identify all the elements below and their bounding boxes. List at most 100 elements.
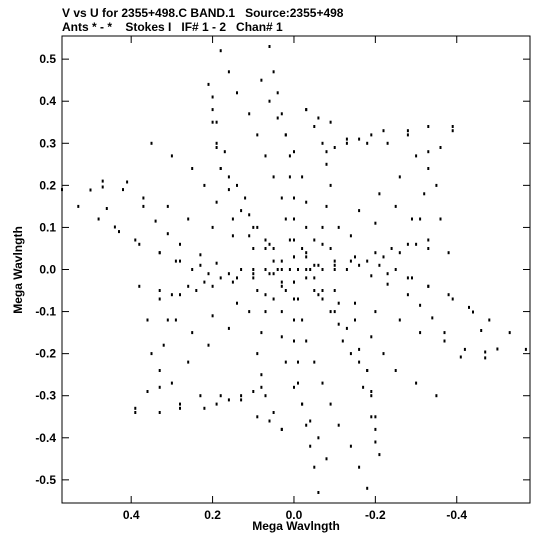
uv-point	[256, 415, 259, 419]
uv-point	[305, 200, 308, 204]
uv-point	[427, 284, 430, 288]
uv-point	[268, 242, 271, 246]
uv-point	[248, 213, 251, 217]
uv-point	[260, 385, 263, 389]
uv-point	[419, 331, 422, 335]
uv-point	[199, 394, 202, 398]
uv-point	[345, 268, 348, 271]
uv-point	[378, 192, 381, 196]
uv-point	[325, 150, 328, 154]
uv-point	[158, 369, 161, 372]
uv-point	[443, 339, 446, 343]
uv-point	[260, 331, 263, 335]
uv-point	[236, 183, 238, 187]
uv-point	[293, 280, 295, 284]
uv-point	[329, 247, 332, 250]
uv-point	[321, 242, 324, 246]
chart-subtitle: Ants * - * Stokes I IF# 1 - 2 Chan# 1	[62, 20, 283, 34]
uv-point	[252, 272, 255, 276]
uv-point	[211, 108, 214, 112]
uv-point	[207, 343, 210, 347]
uv-point	[370, 415, 373, 419]
uv-point	[105, 207, 108, 210]
uv-point	[468, 305, 470, 309]
uv-point	[382, 129, 385, 133]
uv-point	[215, 146, 218, 149]
uv-point	[179, 293, 181, 297]
uv-point	[248, 112, 251, 116]
uv-point	[305, 255, 308, 259]
uv-point	[219, 394, 222, 398]
uv-point	[268, 419, 271, 423]
uv-point	[187, 217, 190, 221]
uv-point	[406, 242, 409, 246]
uv-point	[215, 402, 218, 406]
uv-point	[272, 70, 275, 74]
uv-point	[427, 247, 430, 250]
uv-point	[252, 268, 255, 271]
y-tick-label: -0.1	[35, 305, 56, 319]
uv-point	[317, 293, 320, 297]
uv-point	[280, 112, 283, 116]
uv-point	[329, 402, 332, 406]
uv-point	[223, 150, 226, 154]
uv-point	[394, 204, 397, 208]
uv-point	[272, 259, 275, 263]
uv-point	[293, 339, 295, 343]
uv-point	[227, 326, 230, 330]
uv-point	[406, 129, 409, 133]
uv-point	[252, 225, 255, 229]
uv-point	[211, 314, 214, 318]
uv-point	[305, 339, 308, 343]
uv-point	[179, 402, 181, 406]
uv-point	[366, 259, 369, 263]
uv-point	[305, 108, 308, 112]
uv-point	[370, 335, 373, 339]
y-tick-label: 0.2	[39, 178, 56, 192]
y-tick-label: -0.5	[35, 473, 56, 487]
uv-point	[333, 259, 336, 263]
uv-point	[301, 175, 304, 179]
uv-point	[248, 234, 251, 238]
uv-point	[321, 268, 324, 271]
uv-point	[297, 268, 299, 271]
uv-point	[345, 137, 348, 141]
uv-point	[166, 232, 169, 236]
uv-point	[370, 394, 373, 398]
uv-point	[354, 301, 356, 305]
uv-point	[264, 238, 267, 242]
uv-point	[252, 247, 255, 250]
uv-point	[366, 486, 369, 490]
x-tick-label: 0.4	[123, 508, 140, 522]
uv-point	[362, 385, 365, 389]
uv-point	[264, 310, 267, 314]
uv-point	[219, 167, 222, 170]
y-tick-label: 0.4	[39, 94, 56, 108]
uv-point	[488, 318, 491, 322]
uv-point	[280, 427, 283, 431]
uv-point	[288, 268, 291, 271]
uv-point	[329, 310, 332, 314]
uv-point	[370, 390, 373, 393]
uv-point	[142, 204, 145, 208]
uv-point	[370, 274, 373, 278]
uv-point	[203, 406, 206, 410]
uv-point	[179, 406, 181, 410]
uv-point	[227, 175, 230, 179]
uv-point	[451, 297, 454, 301]
uv-point	[195, 289, 198, 292]
uv-point	[406, 133, 409, 137]
uv-point	[358, 137, 361, 141]
uv-point	[358, 360, 361, 364]
uv-point	[101, 185, 104, 189]
uv-point	[394, 369, 397, 372]
uv-point	[215, 120, 218, 124]
scatter-points	[61, 45, 527, 494]
uv-point	[293, 318, 295, 322]
uv-point	[240, 268, 243, 271]
uv-point	[313, 263, 316, 267]
uv-point	[256, 133, 259, 137]
x-axis: 0.4 0.2 0.0 -0.2 -0.4	[123, 36, 467, 522]
uv-point	[231, 217, 234, 221]
uv-point	[305, 276, 308, 280]
